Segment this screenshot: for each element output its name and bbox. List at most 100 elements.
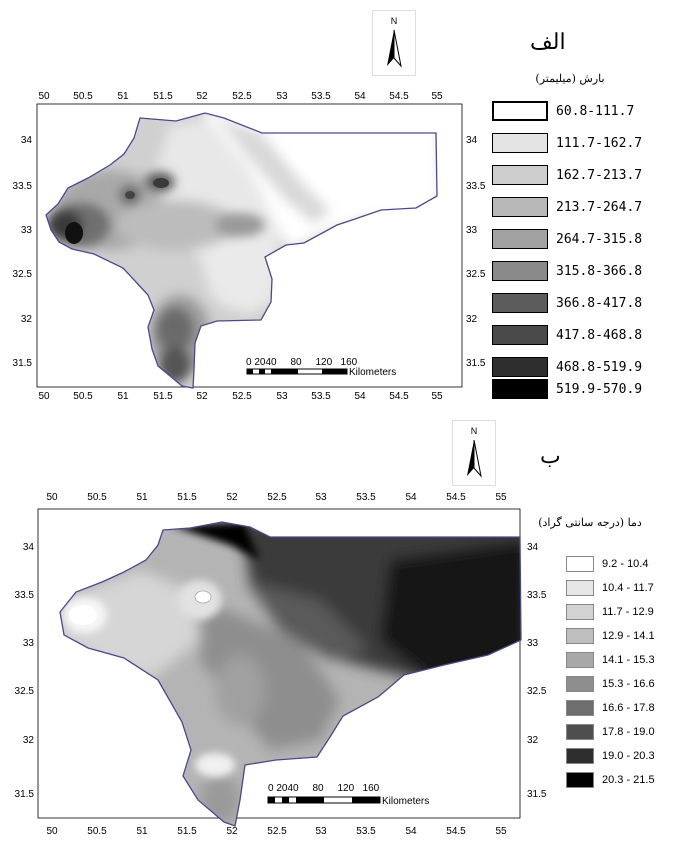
legend-swatch [566,724,594,740]
x-axis-top: 50 50.5 51 51.5 52 52.5 53 53.5 54 54.5 … [46,492,507,503]
y-tick-label: 34 [21,135,33,146]
scale-unit: Kilometers [349,367,396,378]
y-tick-label: 32.5 [466,269,486,280]
legend-item: 17.8 - 19.0 [566,724,655,740]
x-tick-label: 55 [495,492,507,503]
legend-item: 162.7-213.7 [492,165,642,185]
legend-swatch [492,229,548,249]
x-tick-label: 53.5 [311,391,331,402]
legend-label: 20.3 - 21.5 [602,774,655,786]
x-tick-label: 50.5 [73,91,93,102]
x-tick-label: 52.5 [267,826,287,837]
y-tick-label: 31.5 [527,789,547,800]
panel-label: ب [540,444,561,469]
legend-item: 213.7-264.7 [492,197,642,217]
y-tick-label: 31.5 [466,358,486,369]
x-tick-label: 50.5 [87,492,107,503]
legend-label: 19.0 - 20.3 [602,750,655,762]
x-tick-label: 50.5 [73,391,93,402]
legend-label: 366.8-417.8 [556,295,643,311]
x-axis-top: 50 50.5 51 51.5 52 52.5 53 53.5 54 54.5 … [38,91,443,102]
legend-label: 519.9-570.9 [556,381,643,397]
province-boundary [59,521,522,827]
x-tick-label: 52.5 [267,492,287,503]
y-tick-label: 33.5 [13,181,33,192]
x-tick-label: 50 [46,492,58,503]
legend-swatch [492,133,548,153]
x-tick-label: 53 [315,826,327,837]
temperature-contours [60,522,521,826]
legend-item: 366.8-417.8 [492,293,642,313]
legend-item: 9.2 - 10.4 [566,556,648,572]
y-tick-label: 32 [21,314,33,325]
legend-item: 468.8-519.9 [492,357,642,377]
legend-swatch [566,652,594,668]
legend-item: 10.4 - 11.7 [566,580,654,596]
y-tick-label: 33 [527,638,539,649]
panel-label: الف [530,30,566,55]
legend-swatch [566,580,594,596]
scale-bar: 0 2040 80 120 160 Kilometers [246,357,396,378]
legend-item: 519.9-570.9 [492,379,642,399]
legend-title: دما (درجه سانتی گراد) [538,516,642,529]
legend-label: 16.6 - 17.8 [602,702,655,714]
legend-label: 162.7-213.7 [556,167,643,183]
x-tick-label: 50 [38,91,50,102]
x-tick-label: 52.5 [232,91,252,102]
x-tick-label: 51.5 [177,492,197,503]
x-tick-label: 55 [495,826,507,837]
x-tick-label: 54.5 [389,391,409,402]
legend-item: 60.8-111.7 [492,101,634,121]
legend-swatch [492,293,548,313]
legend-label: 12.9 - 14.1 [602,630,655,642]
y-tick-label: 32 [466,314,478,325]
y-tick-label: 33 [466,225,478,236]
x-tick-label: 53 [276,91,288,102]
x-tick-label: 53 [315,492,327,503]
x-tick-label: 51 [136,826,148,837]
y-tick-label: 32.5 [13,269,33,280]
y-tick-label: 33.5 [527,590,547,601]
legend-item: 417.8-468.8 [492,325,642,345]
legend-label: 11.7 - 12.9 [602,606,654,618]
legend-swatch [492,101,548,121]
map-frame [36,103,463,388]
legend-label: 15.3 - 16.6 [602,678,655,690]
x-tick-label: 54.5 [446,492,466,503]
x-tick-label: 54 [354,391,366,402]
x-tick-label: 52 [196,391,208,402]
x-tick-label: 53 [276,391,288,402]
x-tick-label: 54.5 [446,826,466,837]
y-tick-label: 32 [23,735,35,746]
scale-numbers: 0 2040 80 120 160 [246,357,358,368]
province-boundary [45,112,438,389]
y-tick-label: 34 [23,542,35,553]
y-tick-label: 31.5 [15,789,35,800]
y-axis-right: 34 33.5 33 32.5 32 31.5 [527,542,547,800]
x-tick-label: 51.5 [153,91,173,102]
y-tick-label: 33.5 [466,181,486,192]
x-tick-label: 54.5 [389,91,409,102]
map-frame [37,508,521,819]
north-arrow-icon: N [452,420,496,486]
x-tick-label: 53.5 [356,492,376,503]
legend-swatch [566,676,594,692]
north-arrow-icon: N [372,10,416,76]
legend-label: 9.2 - 10.4 [602,558,649,570]
legend-label: 10.4 - 11.7 [602,582,654,594]
legend-swatch [492,261,548,281]
x-tick-label: 53.5 [311,91,331,102]
legend-item: 19.0 - 20.3 [566,748,655,764]
y-tick-label: 32.5 [527,686,547,697]
y-tick-label: 34 [466,135,478,146]
legend-item: 16.6 - 17.8 [566,700,655,716]
x-axis-bottom: 50 50.5 51 51.5 52 52.5 53 53.5 54 54.5 … [38,391,443,402]
x-tick-label: 54 [405,826,417,837]
scale-numbers: 0 2040 80 120 160 [268,783,380,794]
y-tick-label: 33 [23,638,35,649]
x-tick-label: 52.5 [232,391,252,402]
y-tick-label: 32 [527,735,539,746]
x-axis-bottom: 50 50.5 51 51.5 52 52.5 53 53.5 54 54.5 … [46,826,507,837]
legend-swatch [566,628,594,644]
north-label: N [471,426,478,436]
